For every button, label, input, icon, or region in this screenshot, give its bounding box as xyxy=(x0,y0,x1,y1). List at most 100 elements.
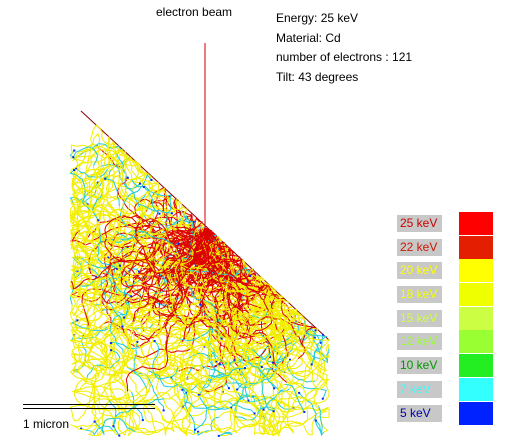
trajectory-path xyxy=(69,132,111,264)
trajectory-end-point xyxy=(221,390,224,393)
trajectory-end-point xyxy=(110,349,113,352)
trajectory-path xyxy=(71,209,228,368)
trajectory-end-point xyxy=(298,391,301,394)
electron-count-text: number of electrons : 121 xyxy=(276,50,413,64)
trajectory-path xyxy=(73,302,147,437)
legend-label: 20 keV xyxy=(397,262,442,280)
trajectory-path xyxy=(202,227,232,323)
trajectory-end-point xyxy=(121,325,124,328)
trajectory-end-point xyxy=(130,295,133,298)
trajectory-end-point xyxy=(314,329,317,332)
trajectory-path xyxy=(264,300,331,413)
trajectory-path xyxy=(158,219,194,236)
trajectory-path xyxy=(154,327,314,433)
trajectory-end-point xyxy=(199,303,202,306)
trajectory-path xyxy=(104,214,206,268)
legend-label: 18 keV xyxy=(397,286,442,304)
trajectory-path xyxy=(305,325,322,344)
trajectory-path xyxy=(131,178,160,215)
trajectory-path xyxy=(194,404,208,431)
trajectory-path xyxy=(125,227,206,392)
trajectory-path xyxy=(109,227,206,293)
trajectory-path xyxy=(200,263,302,385)
legend-swatch xyxy=(459,283,493,307)
trajectory-end-point xyxy=(95,276,98,279)
trajectory-path xyxy=(219,359,248,367)
trajectory-path xyxy=(94,417,136,435)
trajectory-end-point xyxy=(126,246,129,249)
legend-label: 7 keV xyxy=(397,380,442,398)
trajectory-path xyxy=(304,320,328,365)
trajectory-path xyxy=(224,274,330,428)
trajectory-end-point xyxy=(153,340,156,342)
trajectory-end-point xyxy=(180,259,183,262)
legend-swatch xyxy=(459,306,493,330)
trajectory-path xyxy=(84,142,140,262)
trajectory-end-point xyxy=(313,336,316,339)
trajectory-path xyxy=(196,227,257,288)
trajectory-path xyxy=(237,392,294,410)
trajectory-end-point xyxy=(97,219,100,222)
trajectory-end-point xyxy=(181,388,184,391)
trajectory-end-point xyxy=(181,405,184,408)
trajectory-path xyxy=(248,347,274,364)
trajectory-path xyxy=(149,227,206,274)
trajectory-end-point xyxy=(260,366,263,368)
trajectory-path xyxy=(261,315,299,360)
trajectory-path xyxy=(131,391,144,421)
trajectory-end-point xyxy=(244,367,246,370)
trajectory-path xyxy=(69,251,189,316)
trajectory-path xyxy=(120,230,179,245)
trajectory-path xyxy=(103,267,132,297)
trajectory-end-point xyxy=(80,427,83,430)
trajectory-path xyxy=(133,341,147,389)
trajectory-end-point xyxy=(141,419,144,422)
trajectory-end-point xyxy=(245,269,248,271)
material-text: Material: Cd xyxy=(276,30,341,45)
trajectory-end-point xyxy=(73,149,76,152)
trajectory-path xyxy=(76,182,99,203)
trajectory-path xyxy=(286,359,316,383)
trajectory-end-point xyxy=(73,169,76,171)
trajectory-end-point xyxy=(170,212,173,215)
legend-swatch xyxy=(459,330,493,354)
trajectory-path xyxy=(112,398,165,427)
trajectory-path xyxy=(199,289,290,406)
trajectory-path xyxy=(118,189,170,288)
trajectory-end-point xyxy=(217,434,220,437)
trajectory-path xyxy=(315,406,323,435)
trajectory-path xyxy=(188,270,239,282)
trajectory-path xyxy=(184,401,232,410)
trajectory-path xyxy=(71,124,153,282)
trajectory-path xyxy=(69,149,133,331)
trajectory-path xyxy=(88,303,299,391)
trajectory-path xyxy=(101,227,206,311)
trajectory-end-point xyxy=(119,264,121,267)
trajectory-end-point xyxy=(272,410,275,413)
trajectory-path xyxy=(237,275,328,372)
trajectory-path xyxy=(132,218,206,323)
trajectory-end-point xyxy=(314,419,317,422)
trajectory-end-point xyxy=(271,366,274,369)
trajectory-path xyxy=(194,227,316,348)
trajectory-end-point xyxy=(247,399,250,402)
trajectory-path xyxy=(109,301,130,354)
legend-label: 15 keV xyxy=(397,309,442,327)
trajectory-path xyxy=(301,383,327,399)
trajectory-end-point xyxy=(220,337,223,340)
trajectory-end-point xyxy=(76,319,79,322)
trajectory-end-point xyxy=(72,156,75,159)
trajectory-end-point xyxy=(107,256,110,259)
trajectory-end-point xyxy=(303,411,306,413)
trajectory-path xyxy=(141,227,206,351)
trajectory-end-point xyxy=(289,358,291,361)
trajectory-end-point xyxy=(203,345,206,348)
trajectory-end-point xyxy=(137,270,140,273)
energy-text: Energy: 25 keV xyxy=(276,11,359,25)
legend-label: 25 keV xyxy=(397,215,442,232)
trajectory-path xyxy=(124,295,318,366)
trajectory-end-point xyxy=(276,352,279,355)
trajectory-end-point xyxy=(230,406,233,409)
legend-label: 12 keV xyxy=(397,333,442,351)
